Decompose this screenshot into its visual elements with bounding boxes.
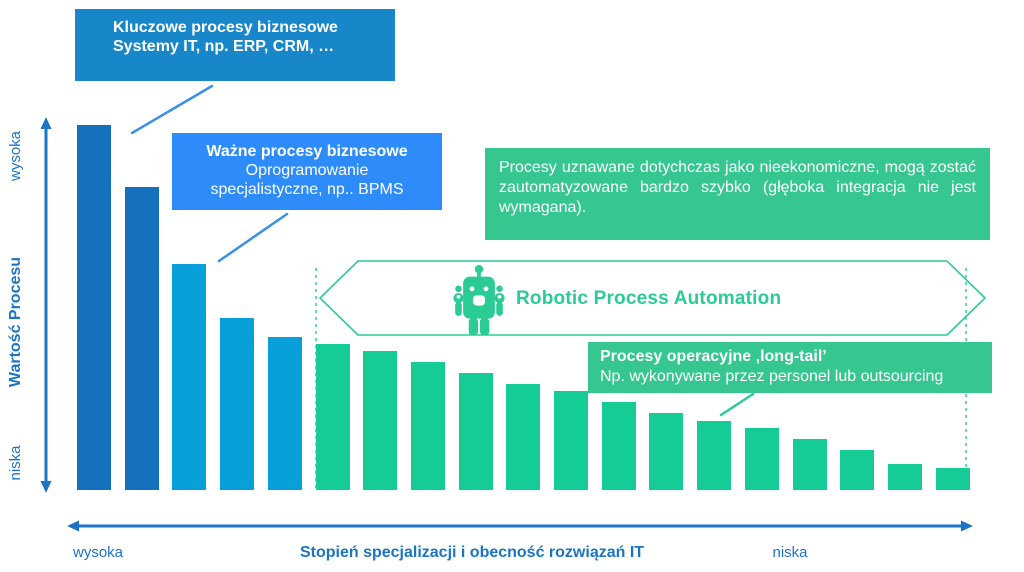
annotation-wazne-line3: specjalistyczne, np.. BPMS xyxy=(210,181,404,198)
x-axis-right-label: niska xyxy=(772,544,808,561)
annotation-kluczowe-line2: Systemy IT, np. ERP, CRM, … xyxy=(113,38,335,55)
y-axis-bottom-label: niska xyxy=(7,445,24,481)
rpa-banner-label: Robotic Process Automation xyxy=(516,288,782,309)
bar-17 xyxy=(840,450,874,490)
bar-14 xyxy=(697,421,731,490)
annotation-nieekonomiczne-text: Procesy uznawane dotychczas jako nieekon… xyxy=(499,159,976,216)
bar-18 xyxy=(888,464,922,490)
bar-4 xyxy=(220,318,254,490)
bar-11 xyxy=(554,391,588,490)
y-axis-top-label: wysoka xyxy=(7,130,24,182)
annotation-kluczowe-line1: Kluczowe procesy biznesowe xyxy=(113,19,338,36)
bar-13 xyxy=(649,413,683,490)
bar-7 xyxy=(363,351,397,490)
bar-9 xyxy=(459,373,493,490)
bar-2 xyxy=(125,187,159,490)
annotation-wazne-line2: Oprogramowanie xyxy=(245,162,369,179)
annotation-longtail: Procesy operacyjne ‚long-tail’ Np. wykon… xyxy=(588,342,992,393)
annotation-wazne: Ważne procesy biznesowe Oprogramowanie s… xyxy=(172,133,442,210)
bar-15 xyxy=(745,428,779,490)
bar-5 xyxy=(268,337,302,490)
bar-6 xyxy=(316,344,350,490)
bar-12 xyxy=(602,402,636,490)
bar-10 xyxy=(506,384,540,490)
annotation-longtail-line2: Np. wykonywane przez personel lub outsou… xyxy=(600,368,944,385)
bar-16 xyxy=(793,439,827,490)
bar-1 xyxy=(77,125,111,490)
x-axis-arrow xyxy=(67,520,973,532)
bar-3 xyxy=(172,264,206,490)
bars xyxy=(77,125,989,490)
annotation-nieekonomiczne: Procesy uznawane dotychczas jako nieekon… xyxy=(485,148,990,240)
bar-8 xyxy=(411,362,445,490)
y-axis-title: Wartość Procesu xyxy=(7,256,24,388)
annotation-longtail-line1: Procesy operacyjne ‚long-tail’ xyxy=(600,348,827,365)
y-axis-arrow xyxy=(40,117,52,493)
x-axis-left-label: wysoka xyxy=(72,544,124,561)
robot-icon xyxy=(453,265,505,336)
x-axis-title: Stopień specjalizacji i obecność rozwiąz… xyxy=(299,544,645,561)
annotation-kluczowe: Kluczowe procesy biznesowe Systemy IT, n… xyxy=(75,9,395,81)
annotation-wazne-line1: Ważne procesy biznesowe xyxy=(206,143,408,160)
bar-19 xyxy=(936,468,970,490)
